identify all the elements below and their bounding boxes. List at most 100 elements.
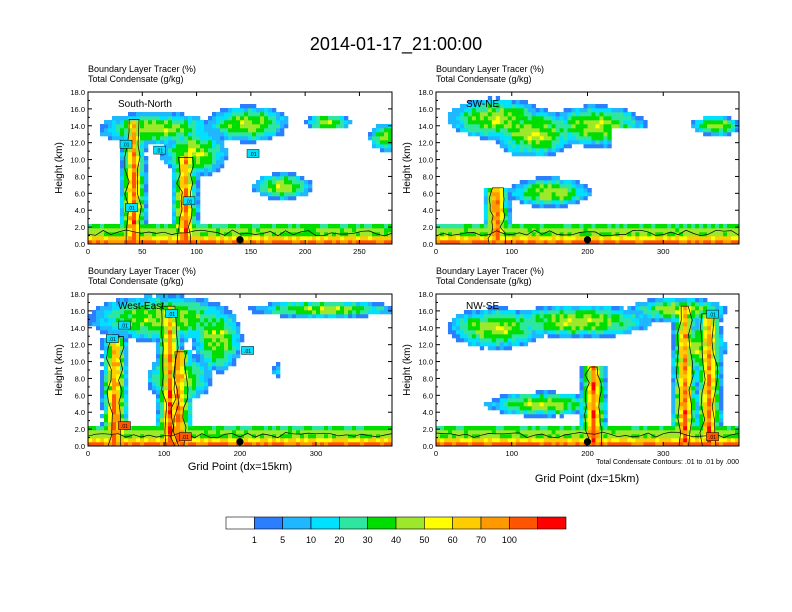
field-cell <box>144 136 149 141</box>
field-cell <box>487 108 493 113</box>
field-cell <box>180 310 185 315</box>
field-cell <box>124 192 129 197</box>
field-cell <box>523 410 528 415</box>
field-cell <box>224 240 229 244</box>
field-cell <box>479 330 485 335</box>
field-cell <box>575 108 580 113</box>
field-cell <box>523 200 528 205</box>
field-cell <box>527 196 532 201</box>
field-cell <box>276 188 281 193</box>
field-cell <box>551 438 556 443</box>
field-cell <box>711 330 716 335</box>
field-cell <box>487 326 493 331</box>
field-cell <box>615 232 620 237</box>
field-cell <box>176 236 181 241</box>
field-cell <box>188 156 193 161</box>
field-cell <box>579 326 584 331</box>
field-cell <box>104 342 109 347</box>
field-cell <box>451 236 457 241</box>
field-cell <box>599 410 604 415</box>
field-cell <box>256 128 261 133</box>
field-cell <box>172 116 177 121</box>
field-cell <box>276 120 281 125</box>
ytick-label: 18.0 <box>70 88 85 97</box>
field-cell <box>184 236 189 241</box>
field-cell <box>671 362 676 367</box>
field-cell <box>332 228 337 233</box>
field-cell <box>152 366 157 371</box>
field-cell <box>120 232 125 237</box>
field-cell <box>356 302 361 307</box>
field-cell <box>140 136 145 141</box>
field-cell <box>483 132 489 137</box>
field-cell <box>555 438 560 443</box>
field-cell <box>587 120 592 125</box>
field-cell <box>436 240 441 244</box>
field-cell <box>487 330 493 335</box>
field-cell <box>463 224 469 229</box>
field-cell <box>531 136 536 141</box>
field-cell <box>312 224 317 229</box>
field-cell <box>284 116 289 121</box>
field-cell <box>360 434 365 439</box>
field-cell <box>260 232 265 237</box>
field-cell <box>679 354 684 359</box>
field-cell <box>707 442 712 446</box>
field-cell <box>232 442 237 446</box>
field-cell <box>559 414 564 419</box>
field-cell <box>372 128 377 133</box>
field-cell <box>316 442 321 446</box>
field-cell <box>148 224 153 229</box>
field-cell <box>595 426 600 431</box>
field-cell <box>503 132 509 137</box>
field-cell <box>711 386 716 391</box>
field-cell <box>152 426 157 431</box>
field-cell <box>348 240 353 244</box>
field-cell <box>699 346 704 351</box>
field-cell <box>152 228 157 233</box>
field-cell <box>503 240 509 244</box>
field-cell <box>611 236 616 241</box>
field-cell <box>719 330 724 335</box>
ytick-label: 0.0 <box>75 240 85 249</box>
field-cell <box>675 224 680 229</box>
field-cell <box>108 362 113 367</box>
field-cell <box>136 302 141 307</box>
field-cell <box>116 426 121 431</box>
field-cell <box>248 112 253 117</box>
field-cell <box>631 112 636 117</box>
field-cell <box>152 236 157 241</box>
field-cell <box>136 184 141 189</box>
field-cell <box>156 434 161 439</box>
field-cell <box>571 334 576 339</box>
field-cell <box>675 410 680 415</box>
field-cell <box>531 192 536 197</box>
field-cell <box>156 224 161 229</box>
field-cell <box>503 236 509 241</box>
field-cell <box>208 160 213 165</box>
field-cell <box>499 192 505 197</box>
ytick-label: 8.0 <box>75 374 85 383</box>
field-cell <box>443 236 449 241</box>
field-cell <box>328 236 333 241</box>
field-cell <box>248 116 253 121</box>
field-cell <box>280 310 285 315</box>
field-cell <box>671 410 676 415</box>
field-cell <box>168 426 173 431</box>
field-cell <box>495 434 501 439</box>
field-cell <box>511 192 517 197</box>
field-cell <box>623 228 628 233</box>
field-cell <box>707 374 712 379</box>
field-cell <box>547 398 552 403</box>
field-cell <box>499 232 505 237</box>
field-cell <box>272 228 277 233</box>
field-cell <box>671 358 676 363</box>
field-cell <box>643 442 648 446</box>
field-cell <box>252 188 257 193</box>
field-cell <box>204 442 209 446</box>
field-cell <box>683 410 688 415</box>
field-cell <box>519 188 525 193</box>
field-cell <box>144 220 149 225</box>
field-cell <box>168 164 173 169</box>
field-cell <box>192 148 197 153</box>
